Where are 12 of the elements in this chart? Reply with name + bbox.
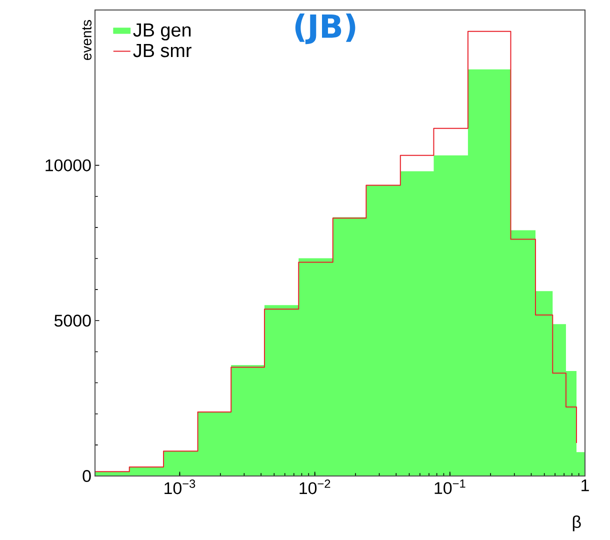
y-tick-label: 5000 — [54, 314, 91, 327]
x-tick-label: 10$^{−2}$ — [300, 480, 330, 494]
annotation: (JB) — [295, 14, 356, 44]
y-axis-title: events — [82, 20, 92, 60]
x-tick-label: 1 — [582, 480, 589, 492]
legend-label: JB smr — [133, 44, 192, 58]
y-tick-label: 10000 — [46, 159, 91, 172]
x-tick-label: 10$^{−3}$ — [164, 480, 196, 494]
x-tick-label: 10$^{−1}$ — [434, 480, 466, 494]
legend-label: JB gen — [133, 23, 191, 40]
y-tick-label: 0 — [82, 470, 91, 482]
x-axis-title: β — [572, 516, 581, 532]
